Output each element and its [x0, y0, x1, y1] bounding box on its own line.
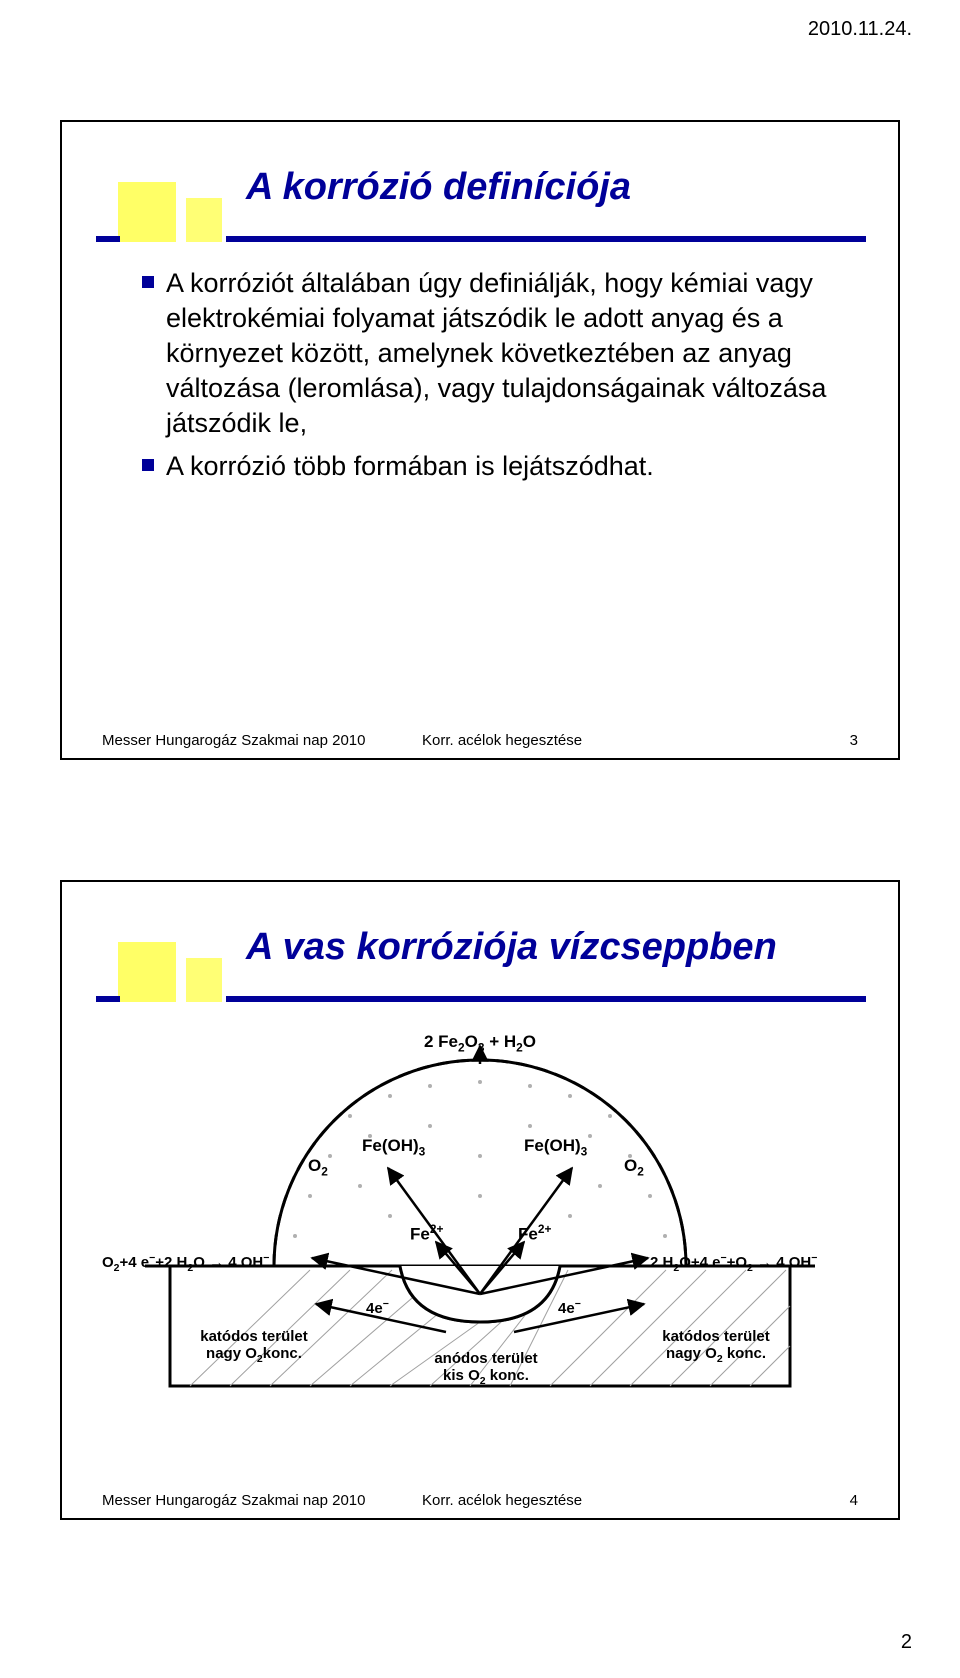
label-reaction-left: O2+4 e−+2 H2O → 4 OH−	[102, 1252, 302, 1274]
anode-line2: kis O2 konc.	[443, 1367, 529, 1384]
label-anode: anódos terület kis O2 konc.	[416, 1350, 556, 1387]
footer-slide-number: 4	[850, 1492, 858, 1509]
footer-mid: Korr. acélok hegesztése	[422, 1492, 582, 1509]
label-cathode-right: katódos terület nagy O2 konc.	[646, 1328, 786, 1365]
accent-block	[118, 182, 176, 242]
slide-1-body: A korróziót általában úgy definiálják, h…	[142, 266, 848, 485]
bullet-text: A korrózió több formában is lejátszódhat…	[166, 451, 654, 481]
accent-line-main	[226, 236, 866, 242]
bullet-item: A korróziót általában úgy definiálják, h…	[142, 266, 848, 441]
accent-line-left	[96, 236, 120, 242]
label-o2-right: O2	[624, 1156, 644, 1178]
label-feoh3-left: Fe(OH)3	[362, 1136, 425, 1158]
accent-block	[118, 942, 176, 1002]
label-fe2-left: Fe2+	[410, 1222, 443, 1245]
slide-2-header: A vas korróziója vízcseppben	[96, 908, 898, 1018]
label-cathode-left: katódos terület nagy O2konc.	[184, 1328, 324, 1365]
square-bullet-icon	[142, 459, 154, 471]
cathode-line2: nagy O2konc.	[206, 1345, 302, 1362]
accent-block-small	[186, 958, 222, 1002]
label-electrons-left: 4e−	[366, 1298, 389, 1317]
cathode-line1: katódos terület	[662, 1328, 770, 1345]
accent-line-main	[226, 996, 866, 1002]
label-reaction-right: 2 H2O+4 e−+O2 → 4 OH−	[650, 1252, 860, 1274]
corrosion-diagram: 2 Fe2O3 + H2O Fe(OH)3 Fe(OH)3 O2 O2 Fe2+…	[130, 1036, 830, 1416]
slide-1-header: A korrózió definíciója	[96, 148, 898, 258]
diagram-top-label: 2 Fe2O3 + H2O	[390, 1032, 570, 1054]
bullet-text: A korróziót általában úgy definiálják, h…	[166, 268, 826, 438]
slide-2: A vas korróziója vízcseppben	[60, 880, 900, 1520]
cathode-line2: nagy O2 konc.	[666, 1345, 766, 1362]
slide-1-title: A korrózió definíciója	[246, 166, 631, 209]
square-bullet-icon	[142, 276, 154, 288]
bullet-item: A korrózió több formában is lejátszódhat…	[142, 449, 848, 484]
anode-line1: anódos terület	[434, 1350, 537, 1367]
accent-line-left	[96, 996, 120, 1002]
cathode-line1: katódos terület	[200, 1328, 308, 1345]
page: 2010.11.24. A korrózió definíciója A kor…	[0, 0, 960, 1678]
footer-slide-number: 3	[850, 732, 858, 749]
footer-left: Messer Hungarogáz Szakmai nap 2010	[102, 732, 365, 749]
label-fe2-right: Fe2+	[518, 1222, 551, 1245]
footer-mid: Korr. acélok hegesztése	[422, 732, 582, 749]
slide-1: A korrózió definíciója A korróziót által…	[60, 120, 900, 760]
page-number: 2	[901, 1631, 912, 1654]
label-o2-left: O2	[308, 1156, 328, 1178]
footer-left: Messer Hungarogáz Szakmai nap 2010	[102, 1492, 365, 1509]
accent-block-small	[186, 198, 222, 242]
label-electrons-right: 4e−	[558, 1298, 581, 1317]
page-date: 2010.11.24.	[808, 18, 912, 41]
slide-2-title: A vas korróziója vízcseppben	[246, 926, 777, 969]
label-feoh3-right: Fe(OH)3	[524, 1136, 587, 1158]
